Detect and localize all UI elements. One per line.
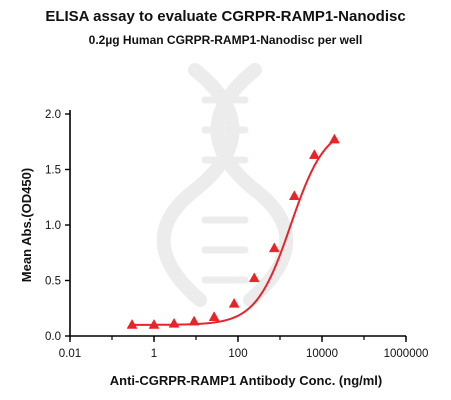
data-point xyxy=(268,242,280,253)
y-tick-label: 2.0 xyxy=(45,109,61,121)
data-point xyxy=(188,315,200,326)
axes: 0.0 0.5 1.0 1.5 2.0 0.01 1 100 10000 1000000 xyxy=(45,109,428,360)
data-point xyxy=(328,133,340,144)
data-point xyxy=(126,318,138,329)
fit-curve-layer xyxy=(132,139,336,326)
y-tick-label: 0.5 xyxy=(45,276,61,288)
x-tick-label: 1000000 xyxy=(384,348,429,360)
data-point xyxy=(168,317,180,328)
x-tick-label: 100 xyxy=(228,348,247,360)
watermark-strand xyxy=(210,63,294,307)
data-point xyxy=(308,149,320,159)
y-tick-label: 1.0 xyxy=(45,220,61,232)
y-tick-label: 0.0 xyxy=(45,331,61,343)
data-point xyxy=(248,272,260,283)
data-point xyxy=(208,311,220,321)
fit-curve xyxy=(132,139,336,326)
data-points-layer xyxy=(126,133,340,329)
chart-subtitle: 0.2µg Human CGRPR-RAMP1-Nanodisc per wel… xyxy=(88,33,363,47)
x-tick-label: 0.01 xyxy=(59,348,81,360)
data-point xyxy=(148,318,160,329)
dna-helix-watermark-icon xyxy=(156,63,294,307)
chart-title: ELISA assay to evaluate CGRPR-RAMP1-Nano… xyxy=(45,8,406,25)
x-tick-label: 1 xyxy=(151,348,157,360)
y-tick-label: 1.5 xyxy=(45,165,61,177)
data-point xyxy=(288,190,300,200)
x-axis-title: Anti-CGRPR-RAMP1 Antibody Conc. (ng/ml) xyxy=(110,373,383,388)
data-point xyxy=(228,297,240,308)
y-axis-title: Mean Abs.(OD450) xyxy=(19,168,34,282)
x-tick-label: 10000 xyxy=(306,348,338,360)
